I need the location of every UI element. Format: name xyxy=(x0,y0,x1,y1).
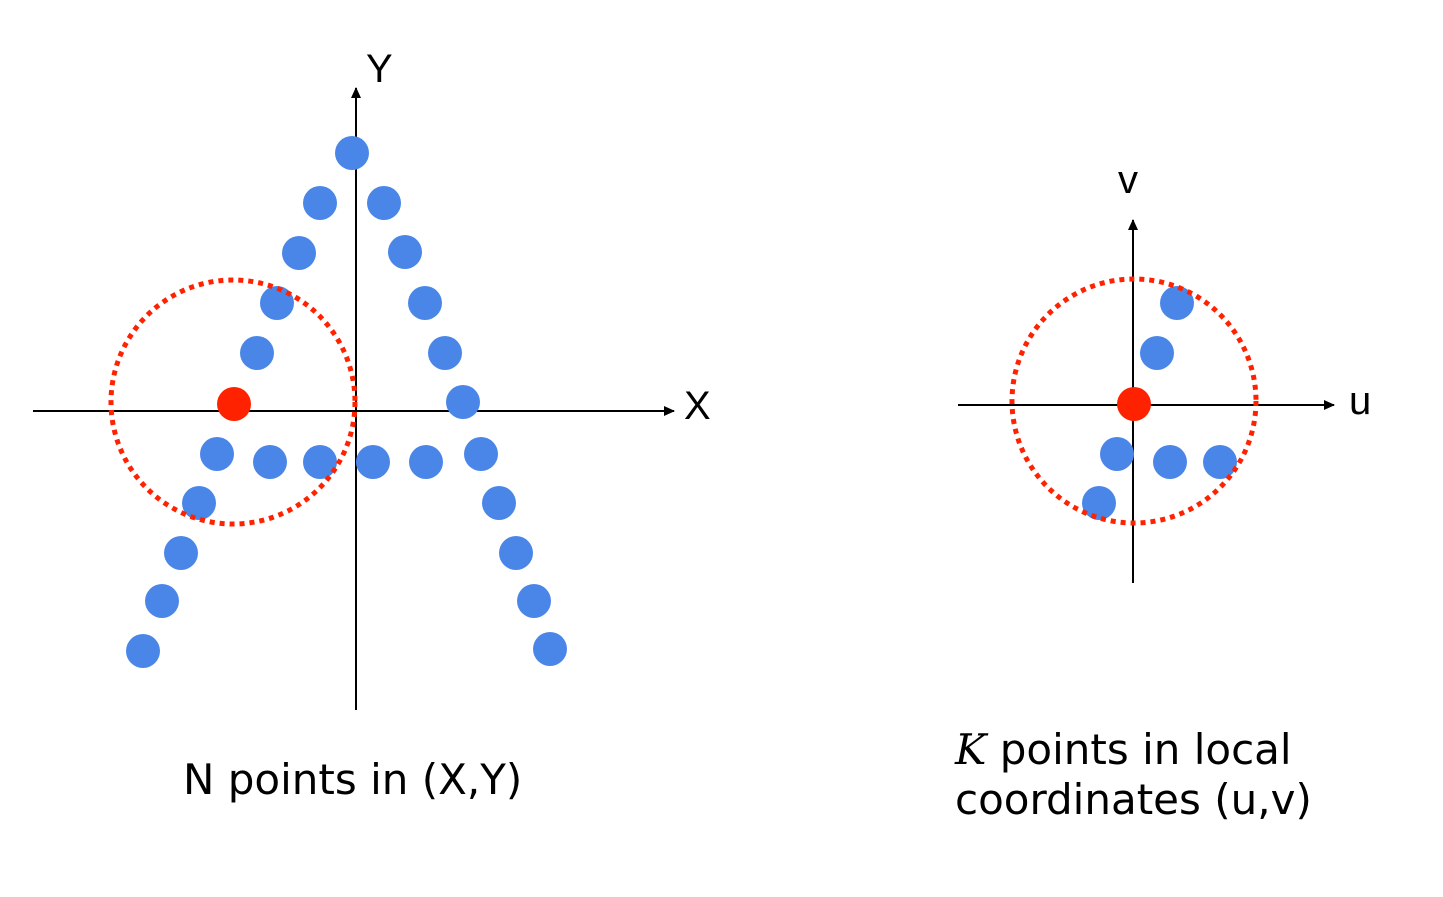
local-panel: u v xyxy=(958,158,1371,583)
point xyxy=(126,634,160,668)
point xyxy=(145,584,179,618)
point xyxy=(499,536,533,570)
point xyxy=(1160,286,1194,320)
point xyxy=(446,385,480,419)
local-point-cloud xyxy=(1082,286,1237,520)
point xyxy=(1153,445,1187,479)
local-caption-line1-text: points in local xyxy=(986,725,1292,774)
point xyxy=(533,632,567,666)
local-caption-line1: K points in local xyxy=(955,725,1312,775)
v-axis-label: v xyxy=(1118,158,1138,202)
point xyxy=(1140,336,1174,370)
point xyxy=(408,286,442,320)
point xyxy=(1203,445,1237,479)
point xyxy=(335,136,369,170)
point xyxy=(1100,437,1134,471)
point xyxy=(200,437,234,471)
point xyxy=(409,445,443,479)
neighborhood-circle xyxy=(108,277,358,527)
point xyxy=(282,236,316,270)
neighborhood-circle xyxy=(1009,276,1259,526)
point xyxy=(464,437,498,471)
point xyxy=(303,186,337,220)
point xyxy=(164,536,198,570)
x-axis-label: X xyxy=(684,384,711,428)
local-caption-line2: coordinates (u,v) xyxy=(955,775,1312,824)
point xyxy=(303,445,337,479)
y-axis-label: Y xyxy=(366,47,393,91)
point xyxy=(356,445,390,479)
point xyxy=(388,235,422,269)
global-panel: X Y xyxy=(33,47,711,710)
point xyxy=(1082,486,1116,520)
center-point xyxy=(217,387,251,421)
u-axis-label: u xyxy=(1349,379,1371,423)
point xyxy=(428,336,462,370)
point xyxy=(367,186,401,220)
global-point-cloud xyxy=(126,136,567,668)
local-caption: K points in local coordinates (u,v) xyxy=(955,725,1312,825)
local-caption-variable: K xyxy=(955,725,987,774)
point xyxy=(517,584,551,618)
point xyxy=(482,486,516,520)
center-point xyxy=(1117,387,1151,421)
point xyxy=(240,336,274,370)
point xyxy=(253,445,287,479)
point xyxy=(182,486,216,520)
global-caption: N points in (X,Y) xyxy=(183,755,523,804)
